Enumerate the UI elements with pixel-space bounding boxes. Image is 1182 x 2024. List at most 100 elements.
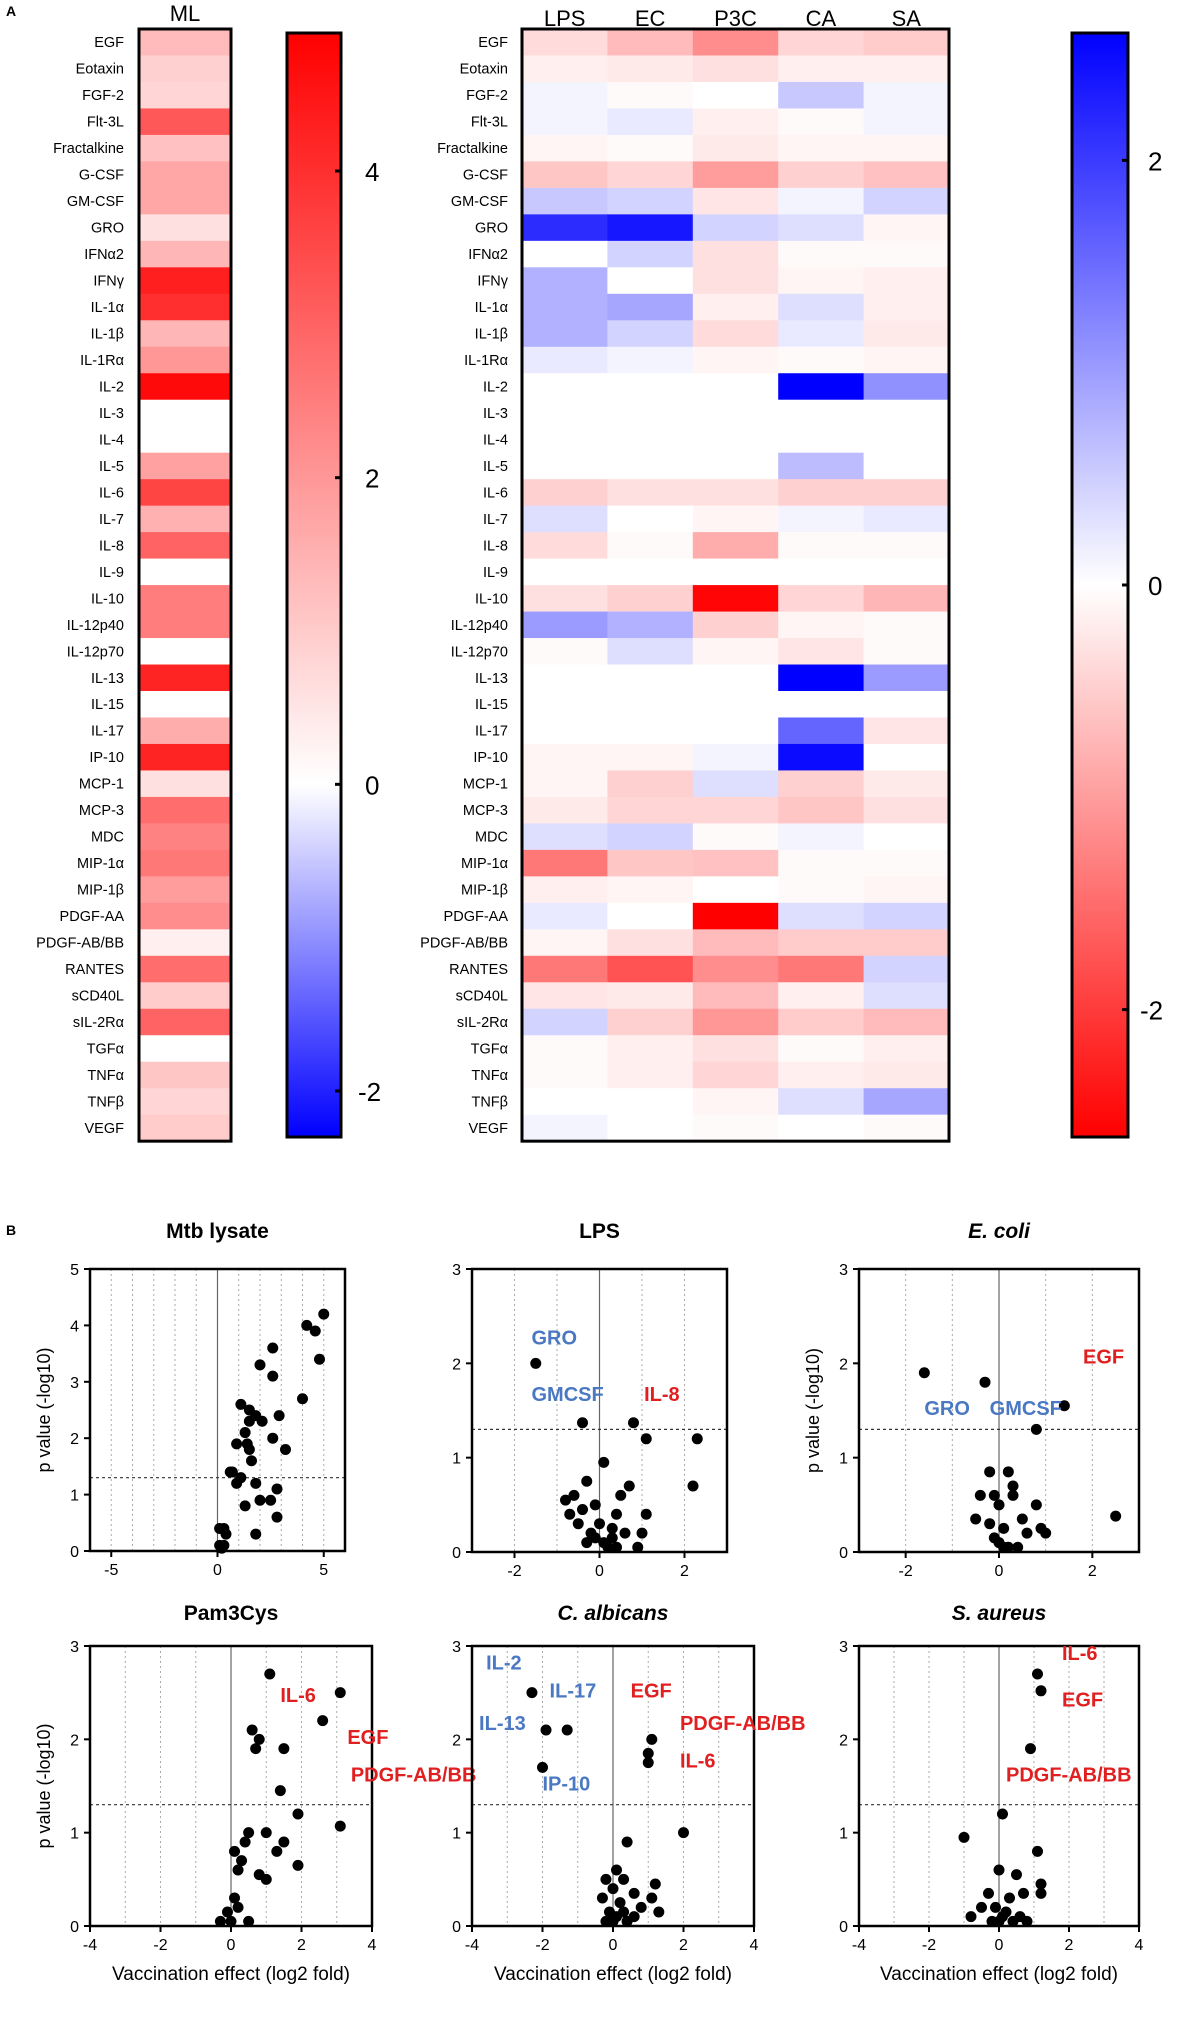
volcano-point [243,1443,255,1455]
heatmap-cell-il-12p40-ca [778,611,865,639]
heatmap-cell-il-10-lps [522,585,608,613]
volcano-point [243,1915,255,1927]
heatmap-cell-pdgf-ab-bb-lps [522,929,608,957]
volcano-point [1035,1685,1047,1697]
heatmap-cell-il-5-lps [522,452,608,480]
heatmap-cell-il-15-lps [522,691,608,718]
volcano-point [1021,1527,1033,1539]
heatmap-cell-egf-p3c [692,29,779,56]
heatmap-cell-il-1-p3c [692,320,779,348]
heatmap-ml-cell-il-3 [139,399,231,427]
volcano-point [229,1892,241,1904]
heatmap-cell-tnf-lps [522,1061,608,1089]
heatmap-ml-cell-pdgf-ab-bb [139,929,231,957]
volcano-label-il-8: IL-8 [644,1384,680,1406]
volcano-point [334,1820,346,1832]
volcano-point [297,1393,308,1405]
heatmap-col-label-p3c: P3C [714,6,757,31]
volcano-point [250,1743,262,1755]
volcano-x-tick-label: 0 [609,1937,618,1954]
heatmap-cell-tgf-p3c [692,1035,779,1063]
volcano-point [598,1456,610,1468]
volcano-point [229,1845,241,1857]
volcano-point [271,1511,283,1523]
volcano-point [636,1527,648,1539]
heatmap-cell-il-8-ec [607,532,694,560]
heatmap-cell-il-17-ec [607,717,694,745]
heatmap-cell-il-7-p3c [692,505,779,533]
heatmap-row-label-mcp-1: MCP-1 [463,777,508,793]
heatmap-ml-frame [137,27,233,1143]
volcano-x-tick-label: 4 [750,1937,759,1954]
heatmap-cell-il-10-p3c [692,585,779,613]
heatmap-col-label-sa: SA [892,6,922,31]
heatmap-cell-il-17-sa [863,717,950,745]
volcano-point [646,1733,658,1745]
heatmap-ml-row-label-il-17: IL-17 [91,724,124,740]
volcano-x-tick-label: 0 [227,1937,236,1954]
heatmap-cell-gm-csf-ca [778,187,865,215]
heatmap-cell-pdgf-ab-bb-ec [607,929,694,957]
heatmap-cell-il-1r-sa [863,346,950,374]
heatmap-cell-fractalkine-ec [607,134,694,162]
heatmap-cell-mcp-1-sa [863,770,950,798]
heatmap-ml-cell-il-9 [139,558,231,586]
volcano-y-tick-label: 1 [70,1826,79,1843]
heatmap-stimuli: LPS EC P3C CA SA EGF Eotaxin FGF-2 Flt-3L Fractal… [420,6,951,1143]
volcano-y-tick-label: 3 [452,1639,461,1656]
heatmap-cell-il-4-ec [607,426,694,454]
volcano-label-il-13: IL-13 [479,1713,526,1735]
volcano-point [1012,1541,1024,1553]
heatmap-row-label-il-3: IL-3 [483,406,508,422]
heatmap-cell-il-7-sa [863,505,950,533]
volcano-pam3cys: Pam3Cys -4 -2 0 2 4 0 1 2 3 p value (-log10) Vaccin… [34,1602,476,1985]
volcano-label-egf: EGF [1062,1690,1103,1712]
volcano-point [642,1747,654,1759]
volcano-point [1016,1513,1028,1525]
colorbar-ml-tick-label: 2 [365,464,379,494]
heatmap-row-label-il-9: IL-9 [483,565,508,581]
heatmap-cell-il-8-lps [522,532,608,560]
heatmap-cell-scd40l-sa [863,982,950,1010]
heatmap-cell-rantes-ec [607,955,694,983]
heatmap-cell-g-csf-sa [863,161,950,189]
heatmap-cell-il-13-lps [522,664,608,692]
heatmap-ml-row-label-il-10: IL-10 [91,591,124,607]
heatmap-cell-mip-1-sa [863,849,950,877]
heatmap-ml-row-label-pdgf-ab-bb: PDGF-AB/BB [36,936,124,952]
heatmap-cell-il-9-ec [607,558,694,586]
volcano-label-il-6: IL-6 [680,1750,716,1772]
heatmap-ml-cell-il-12p70 [139,638,231,666]
volcano-point [974,1489,986,1501]
heatmap-cell-il-17-ca [778,717,865,745]
heatmap-cell-sil-2r-ec [607,1008,694,1036]
heatmap-cell-scd40l-ec [607,982,694,1010]
heatmap-cell-vegf-ca [778,1114,865,1142]
volcano-x-tick-label: 5 [319,1562,328,1579]
volcano-e-coli: E. coli -2 0 2 0 1 2 3 p value (-log10) GRO GMCSF E… [803,1220,1141,1580]
heatmap-ml-cell-mip-1 [139,876,231,904]
heatmap-cell-il-2-p3c [692,373,779,401]
volcano-point [646,1892,658,1904]
heatmap-cell-fgf-2-lps [522,81,608,109]
volcano-point [1040,1527,1052,1539]
heatmap-col-label-ec: EC [635,6,666,31]
heatmap-ml-cell-g-csf [139,161,231,189]
heatmap-cell-gro-sa [863,214,950,242]
volcano-label-il-6: IL-6 [1062,1643,1098,1665]
heatmap-cell-ifn-2-sa [863,240,950,268]
heatmap-cell-gm-csf-p3c [692,187,779,215]
heatmap-ml-row-label-il-2: IL-2 [99,379,124,395]
volcano-point [572,1518,584,1530]
heatmap-cell-mip-1-ec [607,849,694,877]
volcano-x-tick-label: 0 [595,1563,604,1580]
heatmap-cell-il-12p40-sa [863,611,950,639]
heatmap-cell-fgf-2-ca [778,81,865,109]
volcano-point [278,1836,290,1848]
volcano-point [334,1687,346,1699]
heatmap-cell-gro-ec [607,214,694,242]
volcano-point [1035,1887,1047,1899]
colorbar-ml-tick-label: 0 [365,770,379,800]
heatmap-cell-mcp-3-p3c [692,796,779,824]
heatmap-ml-cell-mcp-3 [139,796,231,824]
